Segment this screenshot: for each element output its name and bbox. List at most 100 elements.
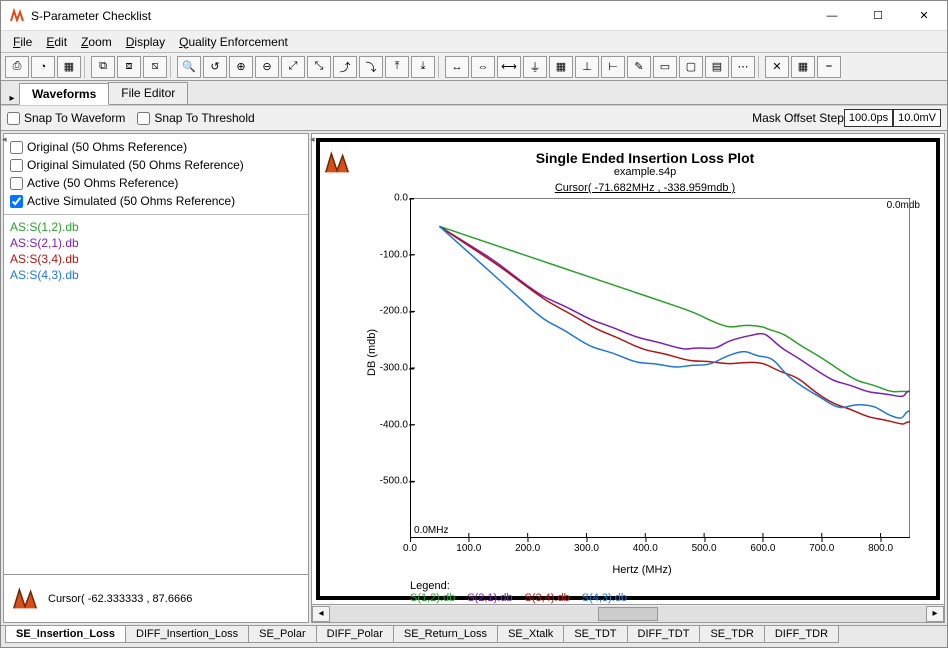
mask-offset-time[interactable]: 100.0ps xyxy=(844,109,893,127)
panel-grip-icon[interactable]: ◂ xyxy=(310,134,315,145)
toolbar-button[interactable]: ▢ xyxy=(679,56,703,78)
scroll-right-icon[interactable]: ▸ xyxy=(926,606,944,622)
toolbar-button[interactable]: ⤵ xyxy=(359,56,383,78)
scrollbar-thumb[interactable] xyxy=(598,607,658,621)
legend-item: S(3,4).db xyxy=(525,592,570,604)
toolbar-button[interactable]: ↔ xyxy=(445,56,469,78)
toolbar-button[interactable]: ⎯ xyxy=(817,56,841,78)
bottom-tab-se_xtalk[interactable]: SE_Xtalk xyxy=(497,626,564,643)
toolbar-button[interactable]: ⊢ xyxy=(601,56,625,78)
scroll-left-icon[interactable]: ◂ xyxy=(312,606,330,622)
bottom-tab-diff_insertion_loss[interactable]: DIFF_Insertion_Loss xyxy=(125,626,249,643)
x-tick: 700.0 xyxy=(809,543,834,554)
toolbar-button[interactable]: ↺ xyxy=(203,56,227,78)
tab-collapse-icon[interactable]: ▸ xyxy=(5,93,19,104)
signal-item[interactable]: AS:S(3,4).db xyxy=(10,251,302,267)
x-tick: 100.0 xyxy=(456,543,481,554)
bottom-tab-se_insertion_loss[interactable]: SE_Insertion_Loss xyxy=(5,626,126,643)
toolbar-button[interactable]: ▦ xyxy=(549,56,573,78)
maximize-button[interactable]: ☐ xyxy=(855,1,901,31)
legend-title: Legend: xyxy=(410,580,627,592)
bottom-tab-se_return_loss[interactable]: SE_Return_Loss xyxy=(393,626,498,643)
toolbar-button[interactable]: 🔍 xyxy=(177,56,201,78)
chart-area[interactable]: DB (mdb) 0.0-100.0-200.0-300.0-400.0-500… xyxy=(364,198,920,594)
toolbar-button[interactable]: ⧅ xyxy=(143,56,167,78)
toolbar-button[interactable]: ⊥ xyxy=(575,56,599,78)
y-tick: -100.0 xyxy=(364,249,408,260)
toolbar-button[interactable]: ⤒ xyxy=(385,56,409,78)
toolbar-button[interactable]: ⊕ xyxy=(229,56,253,78)
tab-file-editor[interactable]: File Editor xyxy=(108,82,188,104)
ref-check[interactable]: Original Simulated (50 Ohms Reference) xyxy=(10,156,302,174)
toolbar-button[interactable]: ⤡ xyxy=(307,56,331,78)
series-line xyxy=(439,226,910,396)
x-tick: 400.0 xyxy=(633,543,658,554)
toolbar-button[interactable]: ⏚ xyxy=(523,56,547,78)
matlab-icon xyxy=(8,582,42,616)
toolbar-button[interactable]: ✕ xyxy=(765,56,789,78)
signal-item[interactable]: AS:S(2,1).db xyxy=(10,235,302,251)
bottom-tab-diff_polar[interactable]: DIFF_Polar xyxy=(316,626,394,643)
ref-check[interactable]: Active (50 Ohms Reference) xyxy=(10,174,302,192)
toolbar-button[interactable]: ▤ xyxy=(705,56,729,78)
menu-edit[interactable]: Edit xyxy=(40,33,73,51)
legend-item: S(1,2).db xyxy=(410,592,455,604)
panel-grip-icon[interactable]: ◂ xyxy=(2,134,12,148)
y-tick: -200.0 xyxy=(364,306,408,317)
snap-waveform-checkbox[interactable]: Snap To Waveform xyxy=(7,111,125,125)
toolbar-button[interactable]: ⋯ xyxy=(731,56,755,78)
left-panel: ◂ Original (50 Ohms Reference)Original S… xyxy=(3,133,309,623)
legend-item: S(4,3).db xyxy=(582,592,627,604)
matlab-icon xyxy=(322,148,352,183)
toolbar-button[interactable]: ⟷ xyxy=(497,56,521,78)
bottom-tab-se_tdt[interactable]: SE_TDT xyxy=(563,626,627,643)
legend: Legend: S(1,2).dbS(2,1).dbS(3,4).dbS(4,3… xyxy=(410,580,627,604)
mask-offset-volt[interactable]: 10.0mV xyxy=(893,109,941,127)
x-tick: 300.0 xyxy=(574,543,599,554)
menu-zoom[interactable]: Zoom xyxy=(75,33,118,51)
toolbar-button[interactable]: ◔ xyxy=(31,56,55,78)
y-tick: -500.0 xyxy=(364,476,408,487)
toolbar-button[interactable]: ⧈ xyxy=(117,56,141,78)
toolbar-button[interactable]: ⤢ xyxy=(281,56,305,78)
tab-waveforms[interactable]: Waveforms xyxy=(19,83,109,105)
snap-threshold-checkbox[interactable]: Snap To Threshold xyxy=(137,111,254,125)
y-tick: 0.0 xyxy=(364,193,408,204)
toolbar-button[interactable]: ⊖ xyxy=(255,56,279,78)
menubar: FileEditZoomDisplayQuality Enforcement xyxy=(1,31,947,53)
close-button[interactable]: ✕ xyxy=(901,1,947,31)
bottom-tab-se_tdr[interactable]: SE_TDR xyxy=(699,626,764,643)
bottom-tab-diff_tdt[interactable]: DIFF_TDT xyxy=(627,626,701,643)
toolbar-button[interactable]: ▦ xyxy=(57,56,81,78)
cursor-info-box: Cursor( -62.333333 , 87.6666 xyxy=(4,574,308,622)
toolbar-button[interactable]: ⤴ xyxy=(333,56,357,78)
zero-x-annotation: 0.0MHz xyxy=(414,525,448,536)
ref-check[interactable]: Original (50 Ohms Reference) xyxy=(10,138,302,156)
toolbar-button[interactable]: ▦ xyxy=(791,56,815,78)
x-tick: 600.0 xyxy=(750,543,775,554)
toolbar-button[interactable]: ✎ xyxy=(627,56,651,78)
bottom-tabstrip: SE_Insertion_LossDIFF_Insertion_LossSE_P… xyxy=(1,625,947,647)
toolbar-button[interactable]: ▭ xyxy=(653,56,677,78)
options-bar: Snap To Waveform Snap To Threshold Mask … xyxy=(1,105,947,131)
ref-check[interactable]: Active Simulated (50 Ohms Reference) xyxy=(10,192,302,210)
plot-title: Single Ended Insertion Loss Plot xyxy=(354,150,936,166)
y-tick: -400.0 xyxy=(364,419,408,430)
bottom-tab-se_polar[interactable]: SE_Polar xyxy=(248,626,316,643)
menu-quality-enforcement[interactable]: Quality Enforcement xyxy=(173,33,294,51)
menu-file[interactable]: File xyxy=(7,33,38,51)
signal-item[interactable]: AS:S(1,2).db xyxy=(10,219,302,235)
toolbar-button[interactable]: ⧉ xyxy=(91,56,115,78)
minimize-button[interactable]: — xyxy=(809,1,855,31)
menu-display[interactable]: Display xyxy=(120,33,171,51)
toolbar-button[interactable]: ⤓ xyxy=(411,56,435,78)
plot-frame: Single Ended Insertion Loss Plot example… xyxy=(316,138,940,600)
toolbar-button[interactable]: ⇔ xyxy=(471,56,495,78)
horizontal-scrollbar[interactable]: ◂ ▸ xyxy=(312,604,944,622)
plot-panel: ◂ Single Ended Insertion Loss Plot examp… xyxy=(311,133,945,623)
toolbar-button[interactable]: ⎙ xyxy=(5,56,29,78)
mask-offset-label: Mask Offset Step xyxy=(752,111,844,125)
top-tabstrip: ▸ WaveformsFile Editor xyxy=(1,81,947,105)
signal-item[interactable]: AS:S(4,3).db xyxy=(10,267,302,283)
bottom-tab-diff_tdr[interactable]: DIFF_TDR xyxy=(764,626,839,643)
